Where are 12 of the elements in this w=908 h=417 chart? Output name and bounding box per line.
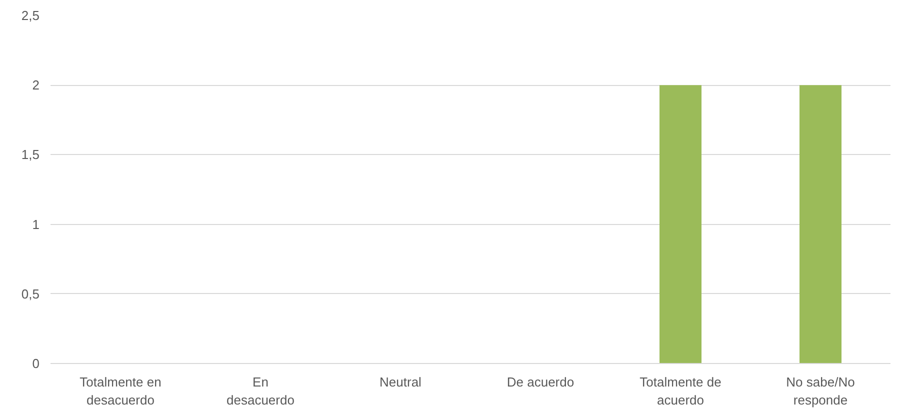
x-tick-label: En desacuerdo [226,374,294,408]
y-tick-label: 0,5 [21,286,40,302]
y-tick-label: 0 [32,356,40,371]
x-tick-label: Totalmente en desacuerdo [80,374,162,408]
y-tick-label: 1 [32,216,40,232]
x-tick-label: Totalmente de acuerdo [640,374,722,408]
y-tick-label: 2 [32,78,40,93]
x-tick-label: De acuerdo [506,374,574,390]
y-tick-label: 2,5 [21,8,40,23]
y-tick-label: 1,5 [21,147,40,162]
x-tick-label: No sabe/No responde [786,374,855,408]
x-tick-label: Neutral [380,374,422,390]
